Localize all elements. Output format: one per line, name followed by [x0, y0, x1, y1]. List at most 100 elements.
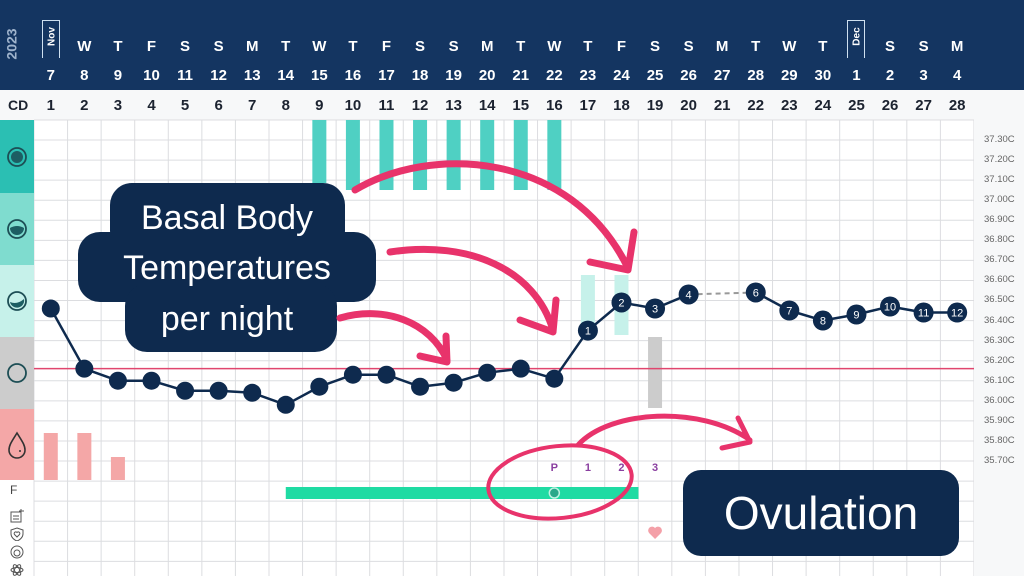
- heart-icon[interactable]: [648, 526, 662, 539]
- date-label[interactable]: 7: [46, 67, 55, 84]
- temperature-point[interactable]: [41, 299, 60, 318]
- menstruation-bar[interactable]: [43, 433, 58, 480]
- weekday-label: S: [415, 38, 426, 55]
- cervical-fluid-bar[interactable]: [413, 120, 428, 190]
- cervical-fluid-bar[interactable]: [345, 120, 360, 190]
- temperature-point[interactable]: [377, 365, 396, 384]
- cervical-fluid-bar[interactable]: [312, 120, 327, 183]
- cervical-fluid-bar[interactable]: [648, 337, 663, 408]
- weekday-label: W: [77, 38, 92, 55]
- atom-icon[interactable]: [10, 563, 24, 577]
- phase-day-label: 2: [618, 462, 624, 474]
- date-label[interactable]: 12: [210, 67, 227, 84]
- date-label[interactable]: 22: [545, 67, 563, 84]
- cycle-day-number: 5: [180, 97, 190, 114]
- month-marker: Dec: [846, 20, 866, 64]
- sidebar-row-cervical-fluid-eggwhite[interactable]: [0, 120, 34, 193]
- sex-icon[interactable]: [10, 545, 24, 559]
- phase-day-label: 3: [652, 462, 658, 474]
- cervical-fluid-watery-icon: [7, 219, 27, 239]
- date-label[interactable]: 9: [113, 67, 123, 84]
- temperature-point[interactable]: [947, 302, 968, 323]
- cycle-day-number: 7: [248, 97, 257, 114]
- temperature-point[interactable]: [176, 381, 195, 400]
- month-marker: Nov: [41, 20, 60, 64]
- temperature-point[interactable]: [511, 359, 530, 378]
- temperature-point[interactable]: [611, 292, 632, 313]
- sidebar-row-menstruation-drop[interactable]: [0, 409, 34, 480]
- date-label[interactable]: 29: [780, 67, 798, 84]
- temperature-point[interactable]: [276, 395, 295, 414]
- temperature-line-segment: [49, 307, 86, 370]
- temperature-point[interactable]: [209, 381, 228, 400]
- temperature-point[interactable]: [411, 377, 430, 396]
- date-label[interactable]: 18: [411, 67, 429, 84]
- date-label[interactable]: 17: [378, 67, 395, 84]
- menstruation-bar[interactable]: [110, 457, 125, 480]
- temperature-point[interactable]: [545, 369, 564, 388]
- date-label[interactable]: 25: [646, 67, 664, 84]
- date-label[interactable]: 26: [680, 67, 697, 84]
- ovulation-marker[interactable]: [548, 487, 561, 499]
- weekday-label: T: [818, 38, 828, 55]
- date-label[interactable]: 14: [277, 67, 295, 84]
- date-label[interactable]: 10: [143, 67, 160, 84]
- cervical-fluid-bar[interactable]: [379, 120, 394, 190]
- date-label[interactable]: 28: [747, 67, 765, 84]
- temperature-point[interactable]: [880, 296, 901, 317]
- temperature-point[interactable]: [577, 320, 598, 341]
- date-label[interactable]: 4: [953, 67, 962, 84]
- weekday-label: W: [782, 38, 797, 55]
- fertile-window-bar[interactable]: [285, 487, 639, 499]
- sidebar-row-cervical-fluid-dry[interactable]: [0, 337, 34, 409]
- cycle-day-number: 13: [445, 97, 462, 114]
- date-label[interactable]: 30: [814, 67, 832, 84]
- temperature-point[interactable]: [343, 365, 362, 384]
- date-label[interactable]: 27: [713, 67, 731, 84]
- weekday-label: M: [245, 38, 259, 55]
- date-label[interactable]: 23: [579, 67, 597, 84]
- cycle-day-number: 21: [713, 97, 731, 114]
- cervical-fluid-bar[interactable]: [580, 275, 595, 335]
- date-label[interactable]: 24: [613, 67, 630, 84]
- y-tick-label: 36.10C: [984, 374, 1015, 386]
- shield-heart-icon[interactable]: [10, 527, 24, 541]
- temperature-point[interactable]: [779, 300, 800, 321]
- cervical-fluid-bar[interactable]: [547, 120, 562, 190]
- date-label[interactable]: 11: [177, 67, 193, 84]
- date-label[interactable]: 15: [311, 67, 328, 84]
- temperature-point[interactable]: [142, 371, 161, 390]
- temperature-point[interactable]: [310, 377, 329, 396]
- cervical-fluid-bar[interactable]: [446, 120, 461, 190]
- menstruation-bar[interactable]: [77, 433, 92, 480]
- note-add-icon[interactable]: [10, 509, 24, 523]
- sidebar-row-cervical-fluid-creamy[interactable]: [0, 265, 34, 337]
- temperature-point[interactable]: [913, 302, 934, 323]
- date-label[interactable]: 8: [80, 67, 89, 84]
- temperature-point[interactable]: [846, 304, 867, 325]
- date-label[interactable]: 13: [243, 67, 261, 84]
- date-label[interactable]: 2: [885, 67, 895, 84]
- temperature-point[interactable]: [108, 371, 127, 390]
- sidebar-row-cervical-fluid-watery[interactable]: [0, 193, 34, 265]
- temperature-point-label: 1: [585, 326, 591, 338]
- date-label[interactable]: 19: [445, 67, 462, 84]
- date-label[interactable]: 20: [478, 67, 496, 84]
- cervical-fluid-bar[interactable]: [513, 120, 528, 190]
- temperature-point[interactable]: [444, 373, 463, 392]
- temperature-point[interactable]: [243, 383, 262, 402]
- date-label[interactable]: 1: [852, 67, 861, 84]
- temperature-point[interactable]: [745, 282, 766, 303]
- cervical-fluid-bar[interactable]: [480, 120, 495, 190]
- temperature-point[interactable]: [645, 298, 666, 319]
- cycle-day-label: CD: [8, 97, 29, 113]
- date-label[interactable]: 3: [919, 67, 928, 84]
- date-label[interactable]: 16: [344, 67, 362, 84]
- temperature-point[interactable]: [812, 310, 833, 331]
- temperature-point[interactable]: [75, 359, 94, 378]
- temperature-point[interactable]: [678, 284, 699, 305]
- temperature-point[interactable]: [478, 363, 497, 382]
- y-tick-label: 36.90C: [984, 214, 1015, 226]
- date-label[interactable]: 21: [512, 67, 530, 84]
